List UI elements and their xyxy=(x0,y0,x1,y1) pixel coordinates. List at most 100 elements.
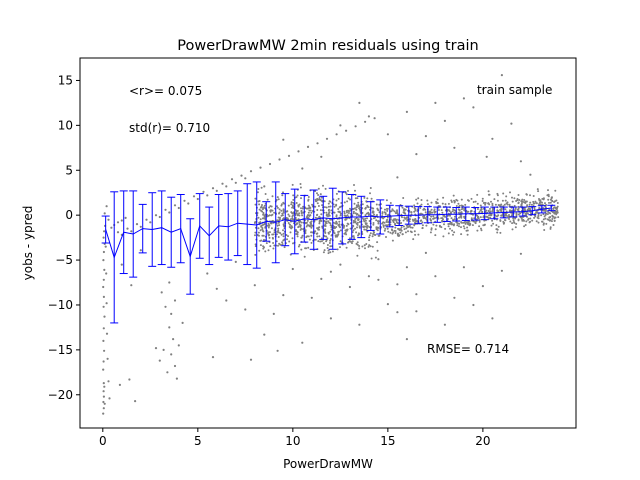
scatter-point xyxy=(403,228,406,231)
scatter-point xyxy=(349,237,351,240)
scatter-point xyxy=(372,222,375,224)
scatter-point xyxy=(535,202,538,205)
scatter-point xyxy=(412,238,415,241)
scatter-point xyxy=(358,245,361,247)
scatter-point xyxy=(292,214,294,217)
scatter-point xyxy=(357,218,360,221)
scatter-point xyxy=(292,242,294,245)
scatter-point xyxy=(283,246,286,249)
scatter-point xyxy=(371,245,374,248)
scatter-point xyxy=(472,303,475,307)
scatter-point xyxy=(538,203,540,206)
scatter-point xyxy=(339,240,342,243)
scatter-point xyxy=(259,166,262,169)
scatter-point xyxy=(376,249,379,252)
scatter-point xyxy=(372,217,375,220)
scatter-point xyxy=(484,203,487,206)
scatter-point xyxy=(373,117,376,120)
scatter-point xyxy=(300,197,302,200)
scatter-point xyxy=(426,203,429,206)
scatter-point xyxy=(532,202,535,205)
scatter-point xyxy=(299,183,302,185)
scatter-point xyxy=(356,226,358,229)
scatter-point xyxy=(434,228,437,231)
scatter-point xyxy=(308,238,311,241)
scatter-point xyxy=(476,202,479,205)
scatter-point xyxy=(215,189,218,192)
scatter-point xyxy=(374,256,377,259)
scatter-point xyxy=(542,207,544,209)
scatter-point xyxy=(551,214,554,217)
scatter-point xyxy=(307,246,310,249)
scatter-point xyxy=(433,208,436,211)
scatter-point xyxy=(387,221,390,223)
scatter-point xyxy=(302,205,305,208)
scatter-point xyxy=(369,232,372,235)
scatter-point xyxy=(366,226,369,229)
scatter-point xyxy=(542,218,545,221)
scatter-point xyxy=(481,197,484,200)
scatter-point xyxy=(342,226,345,228)
scatter-point xyxy=(177,206,180,210)
scatter-point xyxy=(386,216,389,219)
scatter-point xyxy=(261,204,263,206)
scatter-point xyxy=(476,193,479,196)
scatter-point xyxy=(292,207,295,209)
scatter-point xyxy=(480,208,483,211)
scatter-point xyxy=(356,243,359,246)
scatter-point xyxy=(329,230,332,233)
scatter-point xyxy=(258,249,261,252)
scatter-point xyxy=(452,208,455,211)
scatter-point xyxy=(520,203,523,206)
scatter-point xyxy=(279,232,282,235)
scatter-point xyxy=(363,244,366,247)
scatter-point xyxy=(520,216,523,219)
scatter-point xyxy=(105,272,108,275)
y-tick-label: 5 xyxy=(65,163,73,177)
scatter-point xyxy=(491,317,494,320)
scatter-point xyxy=(102,395,105,398)
scatter-point xyxy=(514,217,517,220)
scatter-point xyxy=(495,215,498,218)
scatter-point xyxy=(412,219,415,222)
scatter-point xyxy=(491,219,494,222)
scatter-point xyxy=(291,218,294,221)
scatter-point xyxy=(206,272,209,275)
scatter-point xyxy=(230,178,234,181)
scatter-point xyxy=(263,333,266,336)
scatter-point xyxy=(102,382,105,385)
scatter-point xyxy=(277,229,280,232)
scatter-point xyxy=(318,228,320,231)
scatter-point xyxy=(509,220,512,223)
scatter-point xyxy=(105,205,108,208)
scatter-point xyxy=(158,215,161,219)
scatter-point xyxy=(364,219,367,222)
scatter-point xyxy=(458,216,460,219)
scatter-point xyxy=(289,218,292,221)
scatter-point xyxy=(272,237,274,240)
scatter-point xyxy=(531,219,534,222)
scatter-point xyxy=(307,235,310,238)
scatter-point xyxy=(164,305,167,308)
scatter-point xyxy=(386,303,389,306)
scatter-point xyxy=(361,245,364,248)
scatter-point xyxy=(413,204,416,207)
scatter-point xyxy=(357,214,360,217)
scatter-point xyxy=(381,212,384,215)
scatter-point xyxy=(282,294,285,297)
scatter-point xyxy=(271,213,274,216)
scatter-point xyxy=(349,198,352,201)
scatter-point xyxy=(364,225,367,228)
scatter-point xyxy=(525,213,528,216)
scatter-point xyxy=(105,302,108,305)
scatter-point xyxy=(102,278,105,281)
scatter-point xyxy=(254,234,256,237)
scatter-point xyxy=(277,236,280,238)
scatter-point xyxy=(337,231,340,233)
scatter-point xyxy=(490,200,492,203)
scatter-point xyxy=(326,237,329,240)
scatter-point xyxy=(362,225,365,228)
scatter-point xyxy=(318,226,321,229)
scatter-point xyxy=(447,209,450,212)
scatter-point xyxy=(444,203,447,206)
